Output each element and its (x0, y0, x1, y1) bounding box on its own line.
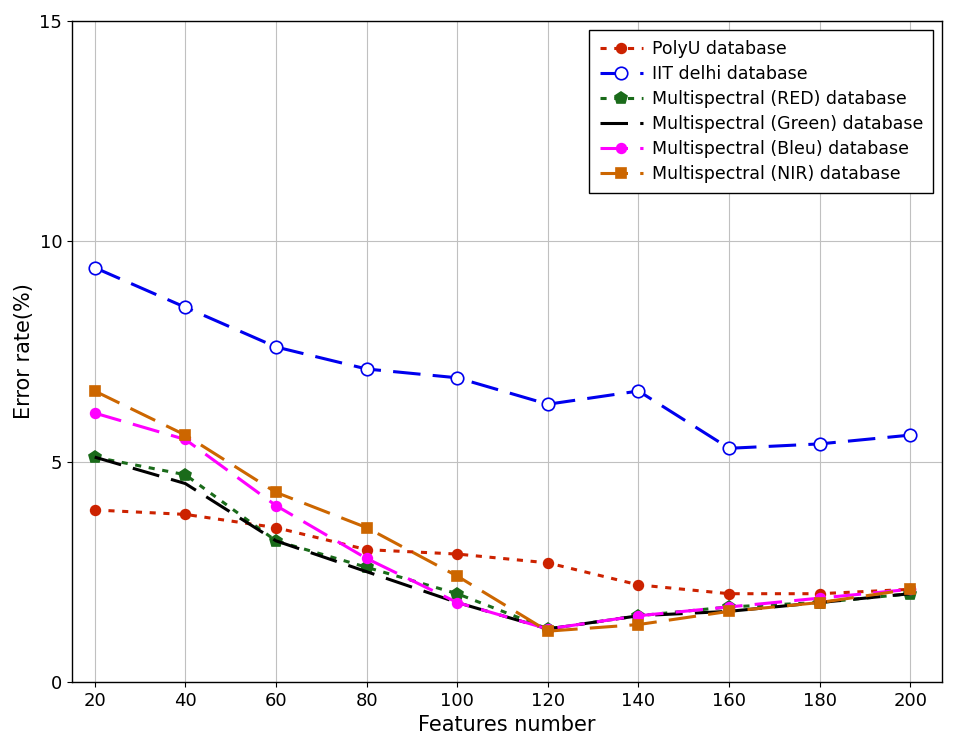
Multispectral (NIR) database (180, 431, 191, 440)
IIT delhi database (542, 400, 554, 409)
X-axis label: Features number: Features number (419, 715, 596, 735)
Multispectral (Green) database (180, 479, 191, 488)
Line: Multispectral (RED) database: Multispectral (RED) database (89, 451, 917, 635)
Multispectral (RED) database (724, 602, 735, 611)
PolyU database (724, 589, 735, 598)
Multispectral (RED) database (814, 598, 825, 607)
Line: PolyU database: PolyU database (90, 505, 915, 598)
IIT delhi database (904, 431, 916, 440)
Multispectral (NIR) database (633, 620, 644, 629)
Multispectral (Green) database (724, 607, 735, 616)
Multispectral (Green) database (633, 611, 644, 620)
Multispectral (RED) database (180, 470, 191, 479)
PolyU database (89, 506, 100, 515)
IIT delhi database (180, 303, 191, 312)
Multispectral (NIR) database (542, 627, 554, 636)
Multispectral (Green) database (904, 589, 916, 598)
IIT delhi database (271, 342, 282, 351)
IIT delhi database (89, 263, 100, 272)
Multispectral (RED) database (451, 589, 463, 598)
PolyU database (180, 510, 191, 519)
IIT delhi database (633, 386, 644, 395)
Multispectral (Bleu) database (89, 408, 100, 417)
Multispectral (Bleu) database (542, 625, 554, 634)
Multispectral (NIR) database (814, 598, 825, 607)
Multispectral (Green) database (451, 598, 463, 607)
Multispectral (RED) database (904, 589, 916, 598)
Multispectral (NIR) database (360, 523, 372, 532)
Multispectral (Bleu) database (904, 585, 916, 594)
Multispectral (Green) database (271, 536, 282, 545)
PolyU database (542, 558, 554, 567)
Multispectral (Bleu) database (814, 594, 825, 603)
Multispectral (RED) database (360, 562, 372, 571)
Line: Multispectral (Green) database: Multispectral (Green) database (95, 457, 910, 629)
Multispectral (Bleu) database (633, 611, 644, 620)
Multispectral (RED) database (542, 625, 554, 634)
Multispectral (NIR) database (271, 488, 282, 497)
Legend: PolyU database, IIT delhi database, Multispectral (RED) database, Multispectral : PolyU database, IIT delhi database, Mult… (589, 29, 933, 193)
Multispectral (RED) database (271, 536, 282, 545)
PolyU database (271, 523, 282, 532)
PolyU database (633, 580, 644, 589)
Line: Multispectral (NIR) database: Multispectral (NIR) database (90, 386, 915, 636)
PolyU database (360, 545, 372, 554)
Multispectral (NIR) database (724, 607, 735, 616)
Multispectral (Green) database (89, 452, 100, 461)
IIT delhi database (360, 365, 372, 374)
Line: Multispectral (Bleu) database: Multispectral (Bleu) database (90, 408, 915, 634)
Line: IIT delhi database: IIT delhi database (89, 261, 917, 455)
Multispectral (Bleu) database (271, 501, 282, 510)
Multispectral (NIR) database (451, 571, 463, 580)
IIT delhi database (724, 444, 735, 453)
Multispectral (NIR) database (904, 585, 916, 594)
Multispectral (Green) database (542, 625, 554, 634)
PolyU database (451, 550, 463, 559)
Multispectral (Bleu) database (180, 435, 191, 444)
IIT delhi database (814, 440, 825, 449)
Multispectral (Bleu) database (451, 598, 463, 607)
Multispectral (Green) database (360, 567, 372, 576)
PolyU database (904, 585, 916, 594)
Y-axis label: Error rate(%): Error rate(%) (14, 283, 33, 419)
Multispectral (Bleu) database (724, 602, 735, 611)
IIT delhi database (451, 373, 463, 382)
Multispectral (Green) database (814, 598, 825, 607)
Multispectral (RED) database (633, 611, 644, 620)
Multispectral (NIR) database (89, 386, 100, 395)
Multispectral (RED) database (89, 452, 100, 461)
Multispectral (Bleu) database (360, 554, 372, 563)
PolyU database (814, 589, 825, 598)
